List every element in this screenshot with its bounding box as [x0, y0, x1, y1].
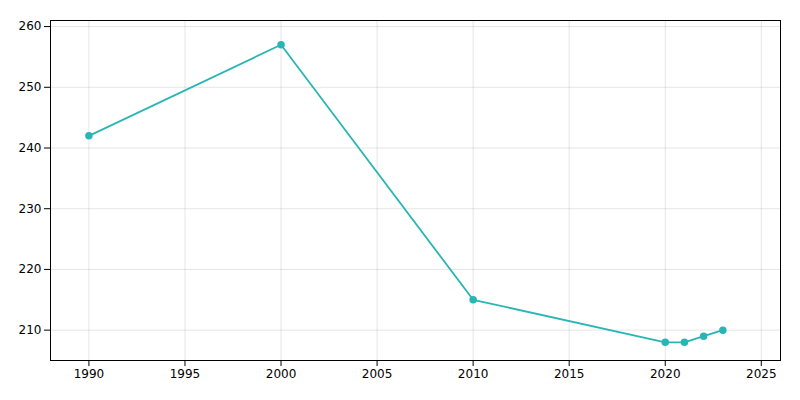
svg-text:220: 220: [19, 262, 42, 276]
svg-text:2000: 2000: [266, 367, 297, 381]
svg-text:260: 260: [19, 19, 42, 33]
svg-text:230: 230: [19, 202, 42, 216]
svg-text:2010: 2010: [458, 367, 489, 381]
svg-text:240: 240: [19, 141, 42, 155]
svg-text:210: 210: [19, 323, 42, 337]
svg-text:1995: 1995: [170, 367, 201, 381]
svg-text:2020: 2020: [650, 367, 681, 381]
svg-text:1990: 1990: [74, 367, 105, 381]
svg-text:250: 250: [19, 80, 42, 94]
svg-text:2025: 2025: [746, 367, 777, 381]
svg-text:2005: 2005: [362, 367, 393, 381]
svg-text:2015: 2015: [554, 367, 585, 381]
